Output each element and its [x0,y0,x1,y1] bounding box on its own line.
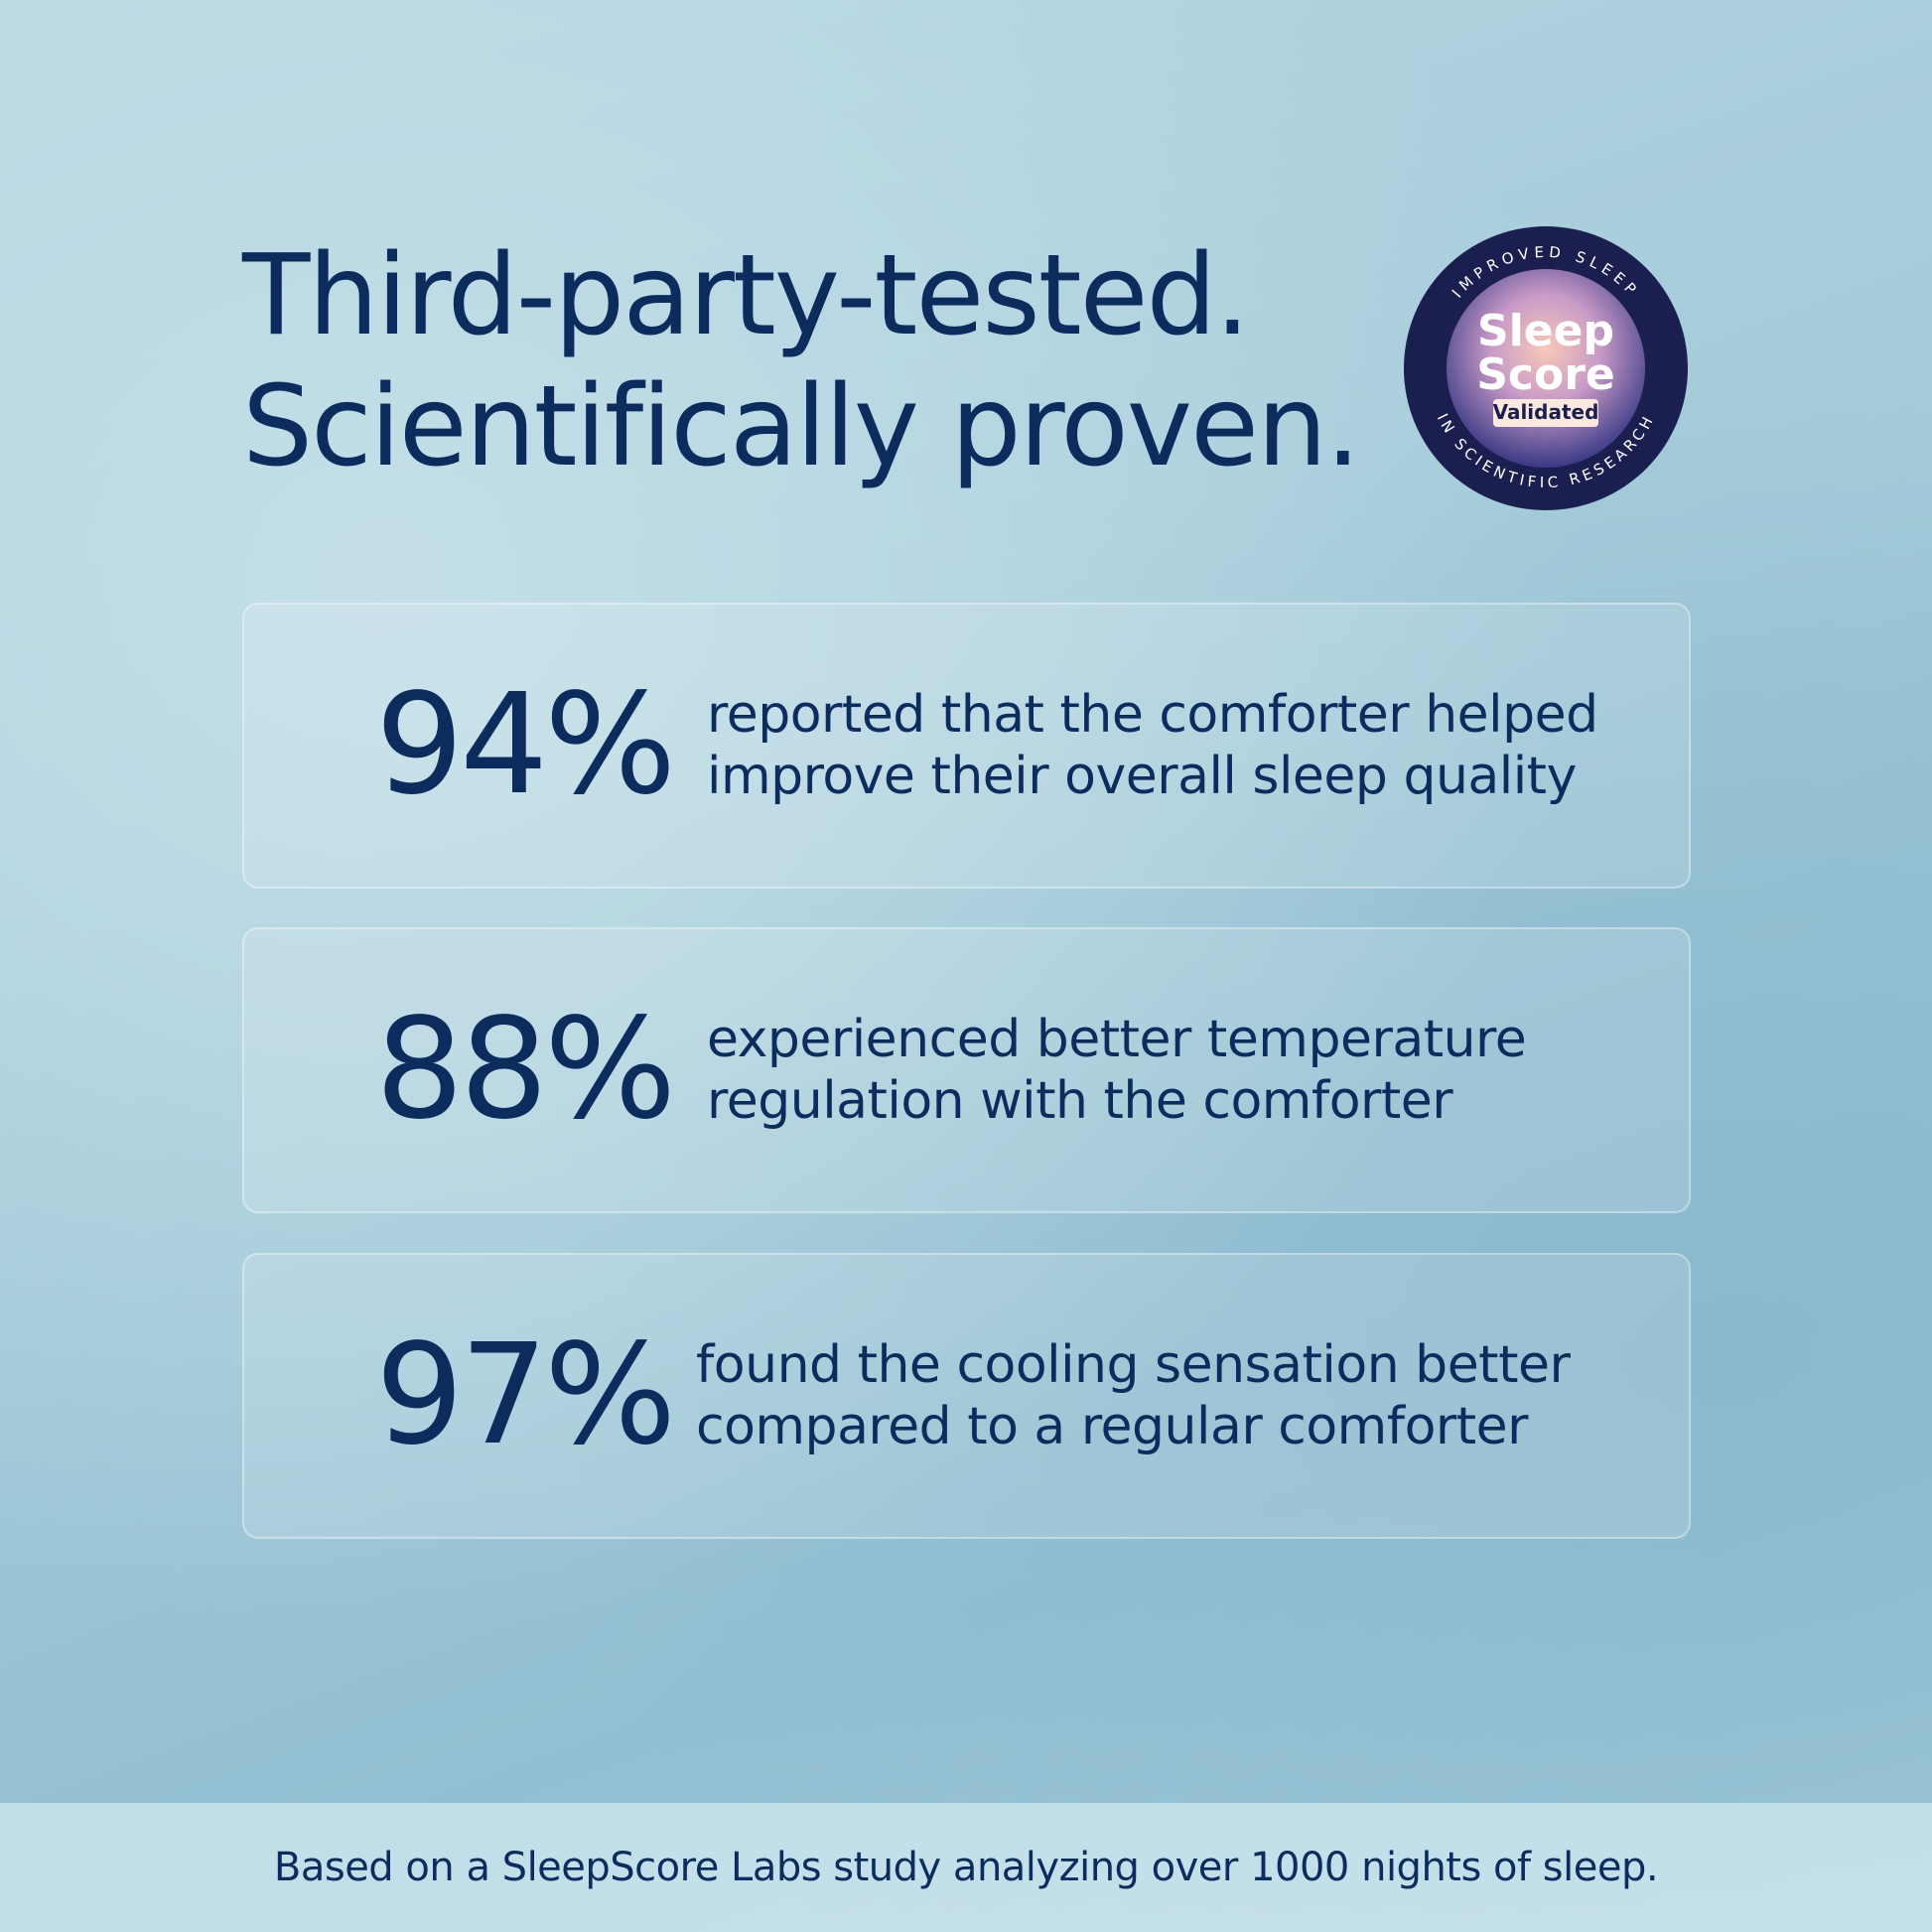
badge-line: Sleep [1477,306,1614,356]
stat-line: experienced better temperature [707,1010,1527,1069]
headline-line: Third-party-tested. [242,231,1250,360]
stat-card: 97% found the cooling sensation better com… [242,1253,1691,1539]
stat-line: found the cooling sensation better [696,1335,1571,1395]
stat-value: 94% [375,664,676,826]
stat-value: 88% [375,989,676,1151]
sleepscore-badge: IMPROVED SLEEP IN SCIENTIFIC RESEARCH Sl… [1404,226,1688,510]
footnote: Based on a SleepScore Labs study analyzi… [273,1845,1659,1890]
stat-line: regulation with the comforter [707,1071,1453,1131]
footer: Based on a SleepScore Labs study analyzi… [0,1803,1932,1932]
badge-tag: Validated [1493,400,1599,424]
headline: Third-party-tested. Scientifically prove… [242,230,1361,492]
stat-card: 88% experienced better temperature regulat… [242,927,1691,1213]
stat-line: improve their overall sleep quality [707,747,1577,806]
stat-line: reported that the comforter helped [707,685,1598,745]
badge-line: Score [1476,349,1615,400]
stat-line: compared to a regular comforter [696,1397,1529,1456]
stat-description: experienced better temperature regulation… [707,1009,1527,1132]
stat-description: reported that the comforter helped improv… [707,684,1598,807]
headline-line: Scientifically proven. [242,362,1361,491]
stat-card: 94% reported that the comforter helped imp… [242,603,1691,889]
stat-description: found the cooling sensation better compar… [696,1334,1571,1457]
stat-value: 97% [375,1314,676,1476]
